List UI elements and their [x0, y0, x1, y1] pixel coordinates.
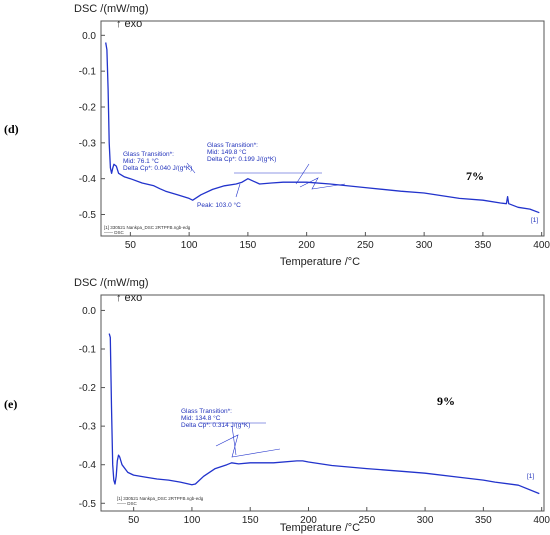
y-tick-label-e-1: -0.1	[79, 345, 97, 356]
series-line-d-0	[105, 42, 540, 214]
axis-ticks-d: 50 100 150 200 250 300 350 400 0.0 -0.1 -0.2 -0.3 -0…	[79, 31, 550, 251]
percent-label-d: 7%	[466, 169, 484, 183]
y-tick-label-e-0: 0.0	[82, 306, 96, 317]
panel-d: (d) DSC /(mW/mg) ↑ exo 50 100 150 200 250 300…	[4, 3, 550, 268]
guide-line-e-2	[231, 425, 237, 456]
tangent-lines-e	[215, 434, 281, 458]
panel-e: (e) DSC /(mW/mg) ↑ exo 50 100 150 200 250 300…	[4, 277, 550, 534]
legend-d: [1] 330521 Nankpa_DSC 2RTPFB.ngb-edg —— …	[104, 225, 192, 235]
y-tick-label-d-2: -0.2	[79, 103, 97, 114]
series-line-e-0	[108, 333, 540, 495]
x-tick-label-e-1: 100	[184, 515, 201, 526]
y-tick-label-d-3: -0.3	[79, 138, 97, 149]
x-tick-label-e-3: 200	[300, 515, 317, 526]
annotation-glass-transition-e: Glass Transition*: Mid: 134.8 °C Delta C…	[181, 408, 250, 429]
x-tick-label-d-7: 400	[533, 240, 550, 251]
x-tick-label-d-0: 50	[125, 240, 137, 251]
x-tick-label-d-3: 200	[298, 240, 315, 251]
y-tick-label-e-4: -0.4	[79, 460, 97, 471]
x-tick-label-d-5: 300	[416, 240, 433, 251]
series-group-e	[108, 333, 540, 495]
x-axis-label-e: Temperature /°C	[280, 522, 360, 534]
x-tick-label-d-6: 350	[475, 240, 492, 251]
y-tick-label-e-2: -0.2	[79, 383, 97, 394]
guide-line-d-4	[295, 163, 310, 185]
x-tick-label-d-1: 100	[181, 240, 198, 251]
annotation-guides-e	[200, 422, 281, 458]
x-tick-label-e-0: 50	[128, 515, 140, 526]
axis-ticks-e: 50 100 150 200 250 300 350 400 0.0 -0.1 -0.2 -0.3 -0…	[79, 306, 550, 526]
end-marker-d: [1]	[531, 217, 538, 224]
x-tick-label-e-5: 300	[417, 515, 434, 526]
guide-line-d-1	[186, 162, 196, 174]
panel-label-d: (d)	[4, 122, 19, 136]
y-tick-label-d-4: -0.4	[79, 174, 97, 185]
x-tick-label-d-4: 250	[357, 240, 374, 251]
y-axis-label-d: DSC /(mW/mg)	[74, 3, 149, 15]
annotation-glass-transition-d-1: Glass Transition*: Mid: 76.1 °C Delta Cp…	[123, 151, 192, 172]
annotation-glass-transition-d-2: Glass Transition*: Mid: 149.8 °C Delta C…	[207, 142, 276, 163]
x-tick-label-e-6: 350	[475, 515, 492, 526]
tangent-lines-d	[299, 177, 346, 190]
x-tick-label-e-4: 250	[358, 515, 375, 526]
y-axis-label-e: DSC /(mW/mg)	[74, 277, 149, 289]
x-axis-label-d: Temperature /°C	[280, 256, 360, 268]
annotation-guides-d	[186, 162, 346, 198]
y-tick-label-e-5: -0.5	[79, 499, 97, 510]
y-tick-label-d-1: -0.1	[79, 67, 97, 78]
plot-frame-d	[100, 20, 545, 237]
exo-label-e: ↑ exo	[116, 292, 142, 304]
guide-line-d-3	[235, 183, 241, 198]
exo-label-d: ↑ exo	[116, 18, 142, 30]
end-marker-e: [1]	[527, 473, 534, 480]
percent-label-e: 9%	[437, 394, 455, 408]
y-tick-label-d-5: -0.5	[79, 210, 97, 221]
annotation-peak-d: Peak: 103.0 °C	[197, 201, 241, 209]
x-tick-label-e-7: 400	[533, 515, 550, 526]
legend-e: [1] 330521 Nankpa_DSC 2RTPFB.ngb-edg —— …	[117, 496, 205, 506]
series-group-d	[105, 42, 540, 214]
plot-frame-e	[100, 294, 545, 512]
x-tick-label-e-2: 150	[242, 515, 259, 526]
x-tick-label-d-2: 150	[240, 240, 257, 251]
y-tick-label-e-3: -0.3	[79, 422, 97, 433]
panel-label-e: (e)	[4, 397, 17, 411]
y-tick-label-d-0: 0.0	[82, 31, 96, 42]
